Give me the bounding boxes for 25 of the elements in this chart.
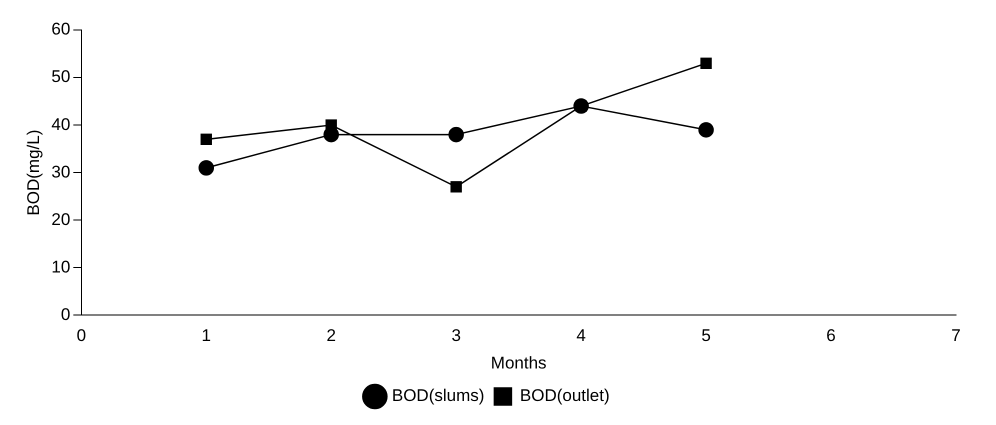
- y-tick-label: 10: [51, 257, 70, 276]
- y-tick-label: 30: [51, 162, 70, 182]
- legend-label: BOD(slums): [392, 386, 484, 406]
- point: [698, 122, 714, 138]
- x-tick-label: 7: [951, 326, 961, 346]
- legend-label: BOD(outlet): [520, 386, 610, 406]
- y-tick-label: 60: [51, 20, 70, 39]
- x-axis-title: Months: [490, 353, 547, 372]
- x-tick-label: 2: [326, 326, 336, 346]
- x-tick-label: 5: [701, 326, 711, 346]
- y-tick-label: 20: [51, 210, 70, 229]
- point: [448, 126, 464, 142]
- y-tick-label: 40: [51, 114, 70, 134]
- x-tick-label: 6: [826, 326, 836, 346]
- x-tick-label: 3: [451, 326, 461, 346]
- point: [700, 58, 712, 69]
- x-tick-label: 1: [202, 326, 211, 346]
- y-axis-title: BOD(mg/L): [24, 130, 43, 216]
- y-tick-label: 50: [51, 67, 70, 86]
- point: [198, 160, 214, 176]
- point: [450, 181, 462, 193]
- x-tick-label: 4: [576, 326, 586, 346]
- point: [200, 134, 212, 146]
- x-tick-label: 0: [76, 326, 86, 346]
- y-tick-label: 0: [60, 304, 70, 324]
